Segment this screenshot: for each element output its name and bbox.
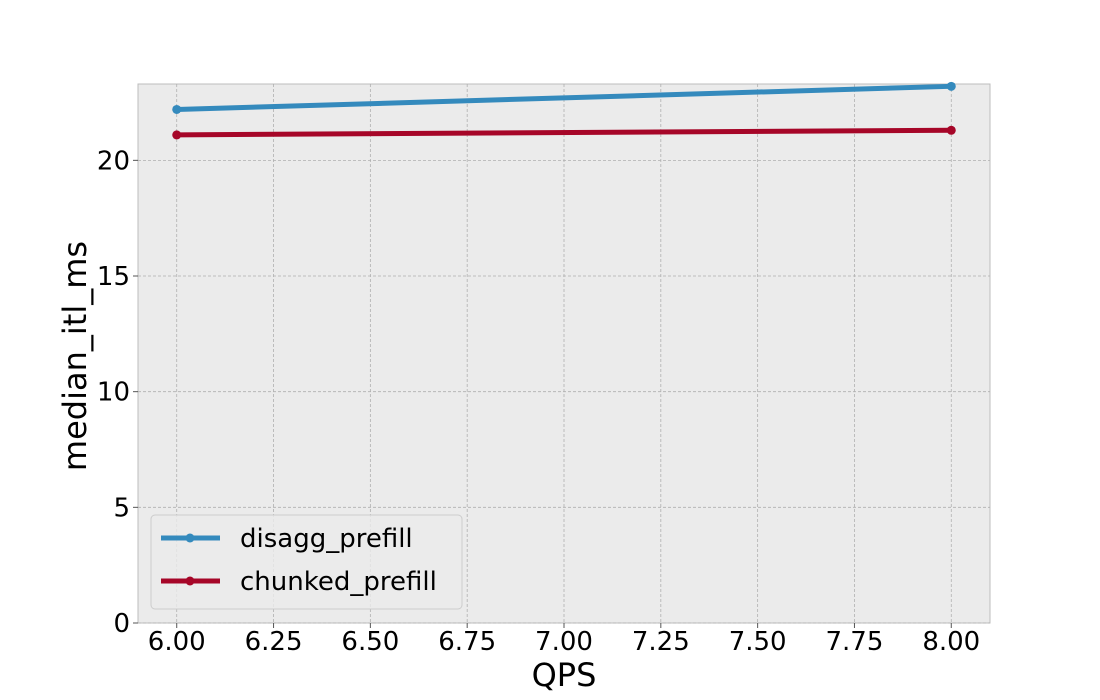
- legend-marker: [185, 576, 195, 586]
- y-tick-label: 10: [97, 378, 130, 408]
- y-axis-label: median_itl_ms: [56, 241, 94, 471]
- data-point: [172, 104, 182, 114]
- x-tick-label: 6.25: [245, 627, 303, 657]
- y-tick-label: 5: [113, 493, 130, 523]
- x-tick-label: 8.00: [922, 627, 980, 657]
- legend-box: [150, 514, 463, 610]
- legend-item: chunked_prefill: [161, 567, 437, 597]
- legend-label: disagg_prefill: [240, 524, 413, 554]
- legend: disagg_prefill chunked_prefill: [150, 514, 463, 610]
- series-line: [176, 83, 952, 112]
- series-layer: [172, 81, 956, 140]
- x-tick-label: 7.25: [632, 627, 690, 657]
- grid: [138, 84, 990, 624]
- x-tick-label: 7.50: [729, 627, 787, 657]
- x-tick-label: 6.75: [438, 627, 496, 657]
- data-point: [172, 130, 182, 140]
- data-point: [946, 125, 956, 135]
- x-tick-label: 6.00: [148, 627, 206, 657]
- x-tick-label: 7.00: [535, 627, 593, 657]
- legend-marker: [185, 533, 195, 543]
- x-tick-label: 7.75: [826, 627, 884, 657]
- data-point: [946, 81, 956, 91]
- y-axis-ticks: 0 5 10 15 20: [97, 146, 138, 639]
- series-disagg_prefill: [172, 81, 956, 114]
- x-tick-label: 6.50: [341, 627, 399, 657]
- series-chunked_prefill: [172, 125, 956, 140]
- series-line: [176, 127, 952, 138]
- y-tick-label: 20: [97, 146, 130, 176]
- y-tick-label: 0: [113, 609, 130, 639]
- x-axis-ticks: 6.00 6.25 6.50 6.75 7.00 7.25 7.50 7.75 8.00: [148, 623, 980, 657]
- y-tick-label: 15: [97, 262, 130, 292]
- x-axis-label: QPS: [532, 656, 597, 694]
- legend-label: chunked_prefill: [240, 567, 437, 597]
- legend-item: disagg_prefill: [161, 524, 413, 554]
